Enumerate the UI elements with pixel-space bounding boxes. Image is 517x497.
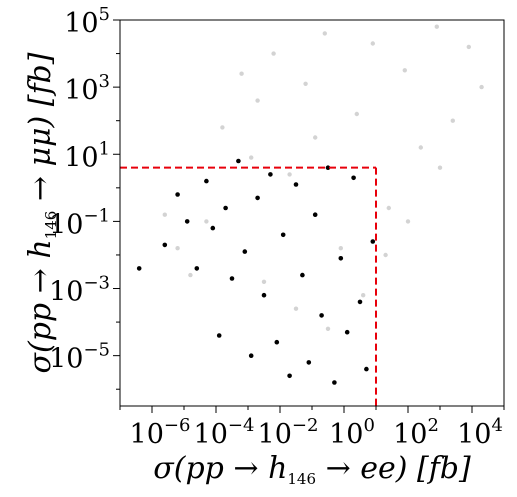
ticks-layer: 10−6 10−4 10−2 100 102 104 10−5 10−3 10−1 101 103 1… xyxy=(49,4,505,450)
gray-point-8 xyxy=(338,246,343,251)
gray-point-17 xyxy=(479,84,484,90)
black-point-11 xyxy=(242,249,248,254)
black-point-4 xyxy=(194,266,200,271)
black-point-0 xyxy=(136,266,142,271)
y-tick-label-1: 101 xyxy=(64,138,110,173)
gray-point-29 xyxy=(313,135,318,140)
gray-point-14 xyxy=(434,24,439,29)
gray-point-9 xyxy=(354,111,359,117)
black-point-3 xyxy=(184,219,190,224)
black-point-21 xyxy=(306,360,312,365)
y-axis-label: σ(pp → h146 → μμ) [fb] xyxy=(23,52,60,373)
black-point-23 xyxy=(319,313,324,318)
y-tick-label--3: 10−3 xyxy=(49,273,110,308)
black-point-8 xyxy=(223,205,228,211)
black-point-16 xyxy=(274,339,280,345)
gray-point-13 xyxy=(418,145,423,150)
gray-point-21 xyxy=(361,293,366,298)
black-point-25 xyxy=(332,380,337,385)
gray-point-26 xyxy=(405,219,411,224)
gray-point-15 xyxy=(450,118,455,123)
black-point-13 xyxy=(255,195,260,201)
plot-frame xyxy=(119,19,505,407)
gray-point-7 xyxy=(322,31,327,36)
black-point-1 xyxy=(162,242,168,248)
black-point-19 xyxy=(293,182,299,187)
black-point-7 xyxy=(216,333,222,338)
gray-point-10 xyxy=(370,41,375,46)
black-point-26 xyxy=(338,255,344,261)
x-tick-label-2: 102 xyxy=(393,415,439,450)
black-point-20 xyxy=(300,272,305,278)
black-point-29 xyxy=(357,299,363,305)
gray-point-25 xyxy=(162,212,167,217)
y-tick-label--5: 10−5 xyxy=(49,340,110,375)
points-layer xyxy=(136,24,484,385)
black-point-2 xyxy=(175,192,180,197)
gray-point-0 xyxy=(204,219,209,224)
x-tick-label-4: 104 xyxy=(457,415,503,450)
gray-point-11 xyxy=(386,205,391,211)
gray-point-4 xyxy=(271,51,276,56)
y-tick-label--1: 10−1 xyxy=(49,205,110,240)
black-point-15 xyxy=(268,172,273,177)
gray-point-2 xyxy=(239,71,244,76)
black-point-27 xyxy=(344,329,350,335)
x-axis-label: σ(pp → h146 → ee) [fb] xyxy=(153,451,471,488)
gray-point-28 xyxy=(249,155,254,160)
black-point-5 xyxy=(204,178,209,184)
black-point-14 xyxy=(261,292,267,298)
gray-point-18 xyxy=(261,279,267,284)
gray-point-19 xyxy=(293,306,299,311)
black-point-22 xyxy=(312,212,318,217)
gray-point-1 xyxy=(220,125,225,130)
gray-point-23 xyxy=(175,246,180,251)
gray-point-22 xyxy=(383,252,388,258)
black-point-6 xyxy=(210,225,216,231)
x-tick-label-0: 100 xyxy=(329,415,375,450)
gray-point-24 xyxy=(188,272,193,278)
gray-point-5 xyxy=(287,172,292,177)
black-point-30 xyxy=(364,366,369,372)
black-point-31 xyxy=(370,239,376,244)
x-tick-label--6: 10−6 xyxy=(130,415,191,450)
black-point-10 xyxy=(236,158,241,164)
y-tick-label-5: 105 xyxy=(64,4,110,39)
black-point-12 xyxy=(248,353,254,359)
black-point-18 xyxy=(287,373,292,379)
gray-point-27 xyxy=(437,165,443,170)
black-point-9 xyxy=(229,276,235,281)
gray-point-12 xyxy=(402,68,407,73)
black-point-17 xyxy=(280,232,286,238)
y-tick-label-3: 103 xyxy=(64,71,110,106)
gray-point-3 xyxy=(255,98,260,103)
x-tick-label--2: 10−2 xyxy=(258,415,319,450)
gray-point-16 xyxy=(466,44,471,50)
x-tick-label--4: 10−4 xyxy=(194,415,255,450)
black-point-28 xyxy=(351,175,356,181)
gray-point-6 xyxy=(303,81,308,87)
gray-point-20 xyxy=(325,326,331,331)
black-point-24 xyxy=(325,165,331,170)
cut-lines-layer xyxy=(120,166,377,406)
